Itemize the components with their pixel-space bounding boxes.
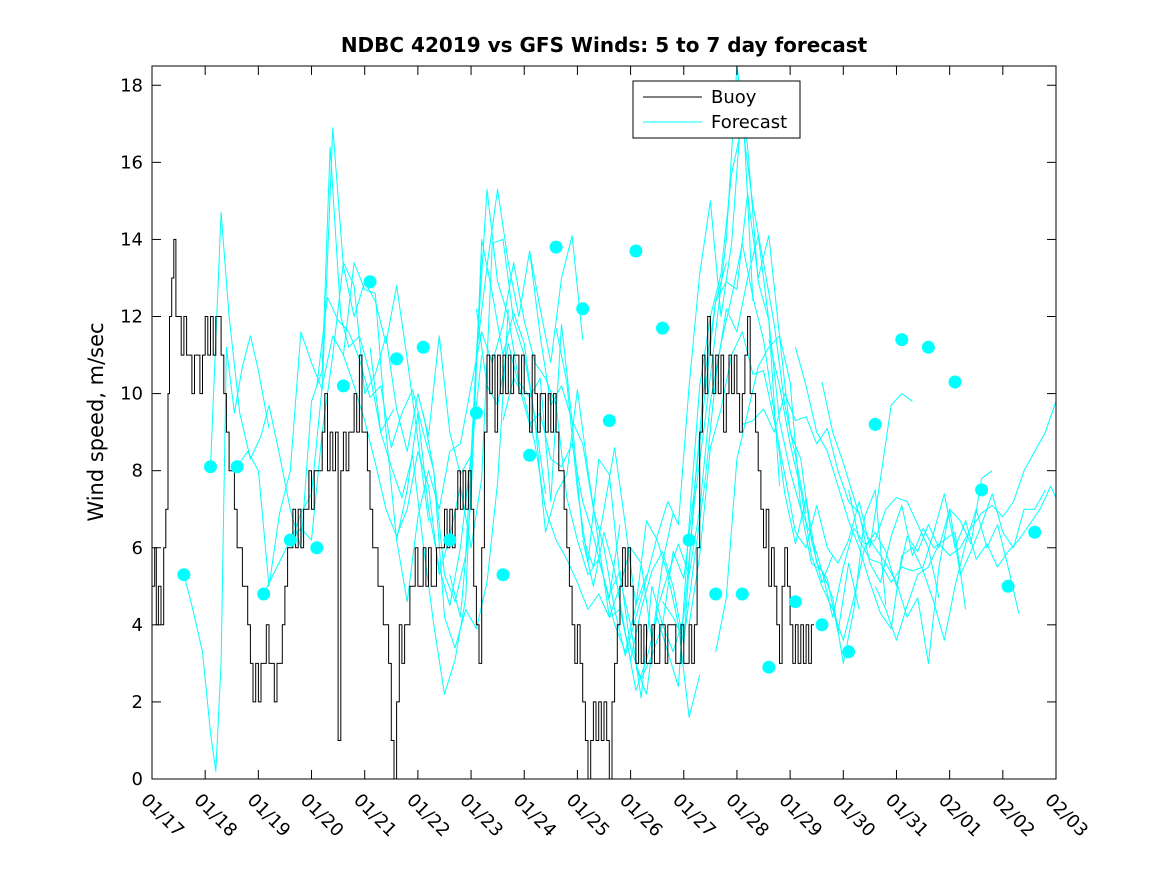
y-axis-label: Wind speed, m/sec [84, 322, 108, 521]
forecast-marker-24 [815, 618, 829, 632]
forecast-line-8 [396, 262, 621, 603]
forecast-marker-32 [1028, 525, 1042, 539]
forecast-line-25 [848, 485, 1057, 583]
y-axis-ticks: 0 2 4 6 8 10 12 14 16 18 [120, 75, 1056, 790]
forecast-markers [177, 240, 1042, 674]
forecast-line-4 [289, 262, 483, 607]
forecast-marker-12 [496, 568, 510, 582]
forecast-marker-0 [177, 568, 191, 582]
forecast-marker-2 [230, 460, 244, 474]
forecast-line-20 [715, 335, 940, 652]
buoy-line-group [152, 238, 814, 780]
forecast-marker-18 [656, 321, 669, 335]
forecast-marker-14 [549, 240, 563, 254]
forecast-marker-25 [842, 645, 856, 659]
forecast-marker-1 [204, 460, 217, 474]
legend: Buoy Forecast [632, 80, 801, 139]
forecast-line-26 [874, 401, 1057, 641]
forecast-line-12 [502, 262, 727, 660]
forecast-marker-16 [602, 414, 616, 428]
forecast-line-24 [821, 381, 1046, 664]
y-tick-label: 12 [120, 307, 143, 328]
forecast-marker-15 [576, 302, 590, 316]
y-tick-label: 8 [132, 461, 143, 482]
forecast-marker-11 [469, 406, 483, 420]
forecast-marker-31 [1001, 579, 1015, 593]
forecast-line-23 [794, 347, 1020, 641]
y-tick-label: 10 [120, 384, 143, 405]
forecast-marker-23 [788, 595, 802, 609]
buoy-line [152, 238, 814, 780]
forecast-marker-17 [629, 244, 643, 258]
plot-frame [151, 65, 1057, 780]
y-tick-label: 2 [132, 692, 143, 713]
forecast-marker-28 [921, 340, 935, 354]
forecast-line-13 [529, 96, 754, 657]
forecast-marker-10 [443, 533, 457, 547]
forecast-marker-13 [523, 448, 537, 462]
forecast-line-0 [183, 335, 270, 772]
y-tick-label: 6 [132, 538, 143, 559]
forecast-marker-19 [682, 533, 696, 547]
y-tick-label: 14 [120, 229, 143, 250]
y-tick-label: 4 [132, 615, 143, 636]
forecast-marker-20 [709, 587, 723, 601]
forecast-line-3 [263, 254, 483, 595]
forecast-line-19 [688, 331, 913, 625]
legend-box [632, 80, 801, 139]
forecast-marker-21 [735, 587, 749, 601]
forecast-marker-26 [868, 417, 882, 431]
legend-forecast-label: Forecast [711, 112, 787, 133]
forecast-line-6 [342, 238, 546, 576]
forecast-line-22 [768, 339, 993, 641]
forecast-lines [183, 65, 1057, 772]
forecast-line-5 [316, 296, 509, 649]
legend-buoy-label: Buoy [711, 87, 757, 108]
forecast-marker-30 [975, 483, 989, 497]
forecast-marker-4 [283, 533, 297, 547]
forecast-marker-9 [416, 340, 430, 354]
forecast-line-21 [742, 393, 967, 610]
y-tick-label: 18 [120, 75, 143, 96]
forecast-marker-6 [336, 379, 350, 393]
forecast-marker-8 [390, 352, 404, 366]
forecast-marker-3 [257, 587, 271, 601]
forecast-line-10 [449, 238, 674, 641]
forecast-line-2 [236, 127, 429, 587]
forecast-marker-27 [895, 333, 909, 347]
forecast-marker-29 [948, 375, 962, 389]
y-tick-label: 16 [120, 152, 143, 173]
forecast-marker-5 [310, 541, 324, 555]
forecast-marker-7 [363, 275, 377, 289]
forecast-marker-22 [762, 660, 776, 674]
chart-title: NDBC 42019 vs GFS Winds: 5 to 7 day fore… [341, 33, 868, 57]
y-tick-label: 0 [132, 769, 143, 790]
